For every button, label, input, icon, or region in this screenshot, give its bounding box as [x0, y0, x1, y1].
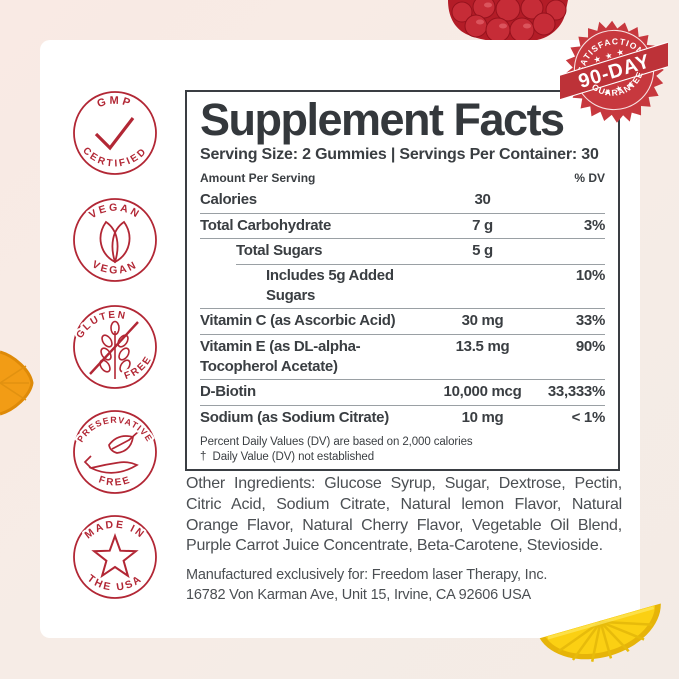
manufacturer-address-line: 16782 Von Karman Ave, Unit 15, Irvine, C… [186, 586, 532, 603]
footnote-dv-basis: Percent Daily Values (DV) are based on 2… [200, 436, 473, 449]
other-ingredients-text: Other Ingredients: Glucose Syrup, Sugar,… [186, 475, 622, 555]
nutrient-dv: 33,333% [547, 383, 605, 401]
gmp-certified-badge: GMP CERTIFIED [73, 91, 157, 175]
nutrient-amt: 10,000 mcg [443, 383, 522, 401]
amount-per-serving-header: Amount Per Serving [200, 171, 316, 186]
nutrient-row: Includes 5g Added Sugars 10% [200, 263, 605, 309]
nutrient-row: Vitamin C (as Ascorbic Acid) 30 mg 33% [200, 308, 605, 334]
nutrient-dv: 33% [575, 312, 605, 330]
badge-top-text: GLUTEN [73, 308, 128, 343]
wheat-slash-icon [89, 320, 139, 379]
star-icon [91, 533, 139, 579]
lemon-gummy-image [539, 603, 661, 662]
made-in-usa-badge: MADE IN THE USA [73, 515, 157, 599]
svg-text:THE USA: THE USA [85, 572, 145, 593]
checkmark-icon [94, 117, 135, 151]
nutrient-amt: 30 mg [461, 312, 504, 330]
nutrient-name: Vitamin E (as DL-alpha-Tocopherol Acetat… [200, 337, 361, 375]
svg-text:FREE: FREE [97, 474, 133, 488]
supplement-facts-panel: Supplement Facts Serving Size: 2 Gummies… [185, 90, 620, 471]
nutrient-row: Vitamin E (as DL-alpha-Tocopherol Acetat… [200, 333, 605, 380]
nutrient-dv: 3% [583, 216, 605, 234]
nutrient-name: Vitamin C (as Ascorbic Acid) [200, 312, 396, 330]
nutrient-dv: 90% [575, 337, 605, 355]
preservative-free-badge: PRESERVATIVE FREE [73, 410, 157, 494]
guarantee-stamp: SATISFACTION ★ ★ ★ 90-DAY ★ ★ ★ GUARANTE… [560, 20, 668, 123]
nutrient-amt: 13.5 mg [455, 337, 510, 355]
badge-bottom-text: FREE [95, 472, 133, 490]
serving-size-line: Serving Size: 2 Gummies | Servings Per C… [200, 146, 599, 164]
nutrient-row: Sodium (as Sodium Citrate) 10 mg < 1% [200, 404, 606, 431]
nutrient-row: Calories 30 [200, 188, 605, 213]
nutrient-dv: < 1% [571, 408, 606, 426]
nutrient-amt: 30 [474, 191, 491, 209]
leaves-icon [99, 220, 131, 264]
nutrient-name: Includes 5g Added Sugars [266, 266, 394, 304]
svg-text:GLUTEN: GLUTEN [75, 310, 128, 341]
raspberry-gummy-image [448, 0, 568, 42]
nutrient-row: D-Biotin 10,000 mcg 33,333% [200, 379, 605, 405]
nutrient-name: Total Carbohydrate [200, 216, 332, 234]
nutrient-row: Total Sugars 5 g [200, 238, 605, 264]
nutrient-row: Total Carbohydrate 7 g 3% [200, 212, 605, 239]
nutrient-name: Calories [200, 191, 257, 209]
percent-dv-header: % DV [574, 171, 605, 186]
lower-text-block: Other Ingredients: Glucose Syrup, Sugar,… [186, 474, 622, 605]
badge-top-text: GMP [94, 93, 134, 112]
vegan-badge: VEGAN VEGAN [73, 198, 157, 282]
nutrient-rows: Calories 30 Total Carbohydrate 7 g 3% Total S… [200, 188, 605, 430]
panel-title: Supplement Facts [200, 94, 565, 145]
nutrient-amt: 7 g [472, 216, 493, 234]
orange-gummy-image [0, 350, 34, 416]
nutrient-amt: 5 g [472, 242, 493, 260]
nutrient-amt: 10 mg [461, 408, 504, 426]
badge-bottom-text: VEGAN [88, 256, 140, 278]
svg-text:VEGAN: VEGAN [90, 258, 140, 276]
nutrient-name: Total Sugars [236, 242, 323, 260]
hand-leaf-icon [83, 430, 140, 474]
nutrient-name: D-Biotin [200, 383, 256, 401]
gluten-free-badge: GLUTEN FREE [73, 305, 157, 389]
footnote-dagger: † Daily Value (DV) not established [200, 451, 374, 464]
manufactured-for-line: Manufactured exclusively for: Freedom la… [186, 567, 548, 584]
nutrient-name: Sodium (as Sodium Citrate) [200, 408, 389, 426]
nutrient-dv: 10% [575, 266, 605, 284]
svg-text:GMP: GMP [96, 95, 135, 110]
badge-bottom-text: THE USA [83, 570, 145, 595]
